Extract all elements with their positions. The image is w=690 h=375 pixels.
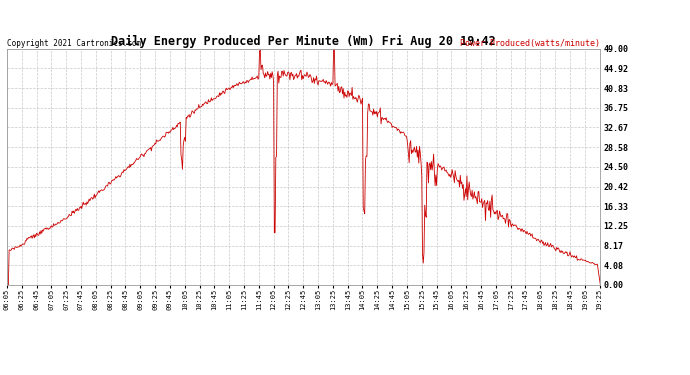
Text: Copyright 2021 Cartronics.com: Copyright 2021 Cartronics.com bbox=[7, 39, 141, 48]
Text: Power Produced(watts/minute): Power Produced(watts/minute) bbox=[460, 39, 600, 48]
Title: Daily Energy Produced Per Minute (Wm) Fri Aug 20 19:42: Daily Energy Produced Per Minute (Wm) Fr… bbox=[111, 34, 496, 48]
